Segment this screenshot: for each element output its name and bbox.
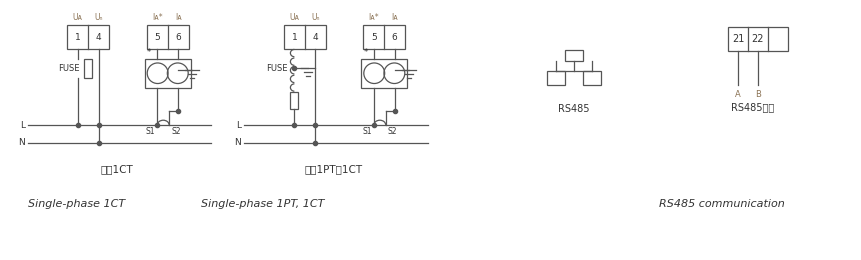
Text: 6: 6 bbox=[392, 32, 397, 42]
Bar bbox=[363, 25, 405, 49]
Text: S1: S1 bbox=[146, 127, 155, 136]
Text: Iᴀ*: Iᴀ* bbox=[152, 13, 163, 22]
Text: 4: 4 bbox=[312, 32, 318, 42]
Text: 22: 22 bbox=[751, 34, 763, 44]
Text: S2: S2 bbox=[387, 127, 397, 136]
Bar bbox=[283, 25, 325, 49]
Text: Single-phase 1PT, 1CT: Single-phase 1PT, 1CT bbox=[201, 198, 325, 209]
Text: RS485: RS485 bbox=[558, 103, 589, 114]
Text: Uᴀ: Uᴀ bbox=[289, 13, 299, 22]
Text: 单相1CT: 单相1CT bbox=[101, 164, 133, 174]
Text: S2: S2 bbox=[171, 127, 181, 136]
Text: Uₙ: Uₙ bbox=[311, 13, 319, 22]
Text: Iᴀ: Iᴀ bbox=[391, 13, 398, 22]
Text: FUSE: FUSE bbox=[58, 64, 79, 73]
Bar bbox=[290, 92, 298, 109]
Bar bbox=[728, 27, 787, 51]
Text: *: * bbox=[146, 48, 151, 57]
Text: Uₙ: Uₙ bbox=[95, 13, 102, 22]
Text: 6: 6 bbox=[175, 32, 181, 42]
Text: Single-phase 1CT: Single-phase 1CT bbox=[28, 198, 125, 209]
Text: L: L bbox=[236, 121, 241, 129]
Text: S1: S1 bbox=[362, 127, 371, 136]
Text: L: L bbox=[20, 121, 25, 129]
Text: 1: 1 bbox=[75, 32, 81, 42]
Bar bbox=[67, 25, 109, 49]
Text: RS485 communication: RS485 communication bbox=[658, 198, 784, 209]
Text: Iᴀ*: Iᴀ* bbox=[369, 13, 379, 22]
Text: Uᴀ: Uᴀ bbox=[72, 13, 83, 22]
Text: B: B bbox=[754, 90, 760, 99]
Text: Iᴀ: Iᴀ bbox=[175, 13, 182, 22]
Text: *: * bbox=[363, 48, 368, 57]
Text: 5: 5 bbox=[154, 32, 160, 42]
Text: FUSE: FUSE bbox=[266, 64, 287, 73]
Bar bbox=[146, 25, 189, 49]
Bar bbox=[582, 71, 600, 85]
Bar bbox=[547, 71, 565, 85]
Text: RS485通讯: RS485通讯 bbox=[730, 103, 774, 113]
Text: 4: 4 bbox=[96, 32, 102, 42]
Bar bbox=[565, 50, 582, 62]
Bar bbox=[84, 58, 92, 78]
Text: N: N bbox=[18, 138, 25, 147]
Text: 21: 21 bbox=[731, 34, 743, 44]
Text: A: A bbox=[734, 90, 740, 99]
Text: 5: 5 bbox=[370, 32, 376, 42]
Bar bbox=[361, 58, 406, 88]
Text: 1: 1 bbox=[291, 32, 297, 42]
Text: 单相1PT、1CT: 单相1PT、1CT bbox=[304, 164, 362, 174]
Bar bbox=[145, 58, 190, 88]
Text: N: N bbox=[234, 138, 241, 147]
